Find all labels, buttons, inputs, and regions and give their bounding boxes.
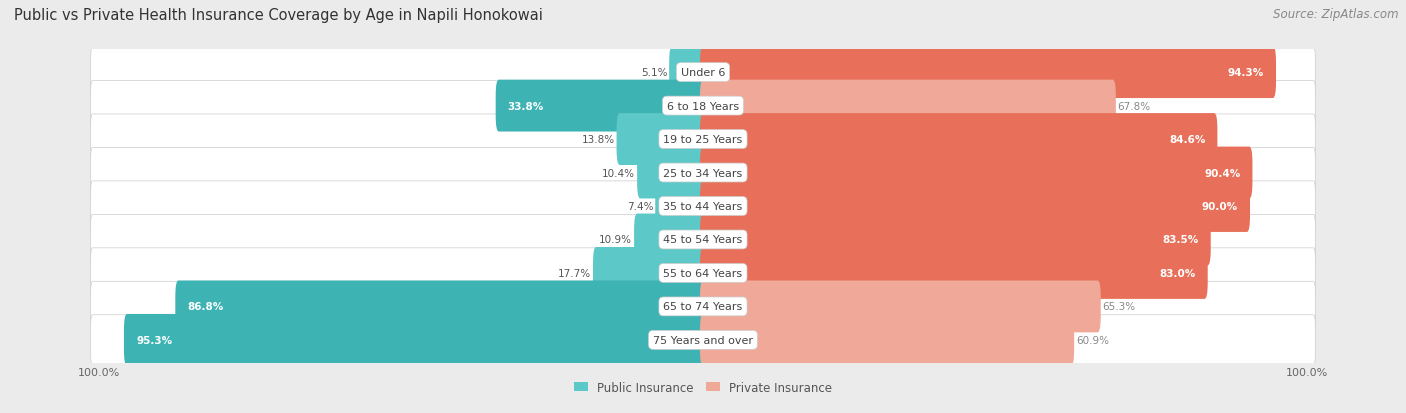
Legend: Public Insurance, Private Insurance: Public Insurance, Private Insurance (569, 376, 837, 399)
FancyBboxPatch shape (176, 281, 706, 332)
Text: 45 to 54 Years: 45 to 54 Years (664, 235, 742, 245)
Text: Under 6: Under 6 (681, 68, 725, 78)
FancyBboxPatch shape (91, 48, 1315, 98)
Text: 10.4%: 10.4% (602, 168, 636, 178)
Text: 65 to 74 Years: 65 to 74 Years (664, 301, 742, 312)
FancyBboxPatch shape (91, 148, 1315, 198)
FancyBboxPatch shape (124, 314, 706, 366)
Text: 33.8%: 33.8% (508, 101, 544, 112)
FancyBboxPatch shape (700, 281, 1101, 332)
FancyBboxPatch shape (617, 114, 706, 166)
FancyBboxPatch shape (593, 247, 706, 299)
Text: 60.9%: 60.9% (1076, 335, 1109, 345)
FancyBboxPatch shape (91, 115, 1315, 165)
FancyBboxPatch shape (91, 215, 1315, 265)
Text: 86.8%: 86.8% (187, 301, 224, 312)
FancyBboxPatch shape (700, 314, 1074, 366)
Text: 13.8%: 13.8% (582, 135, 614, 145)
Text: 25 to 34 Years: 25 to 34 Years (664, 168, 742, 178)
Text: 90.0%: 90.0% (1202, 202, 1237, 211)
FancyBboxPatch shape (700, 114, 1218, 166)
FancyBboxPatch shape (700, 147, 1253, 199)
Text: 19 to 25 Years: 19 to 25 Years (664, 135, 742, 145)
FancyBboxPatch shape (700, 247, 1208, 299)
Text: 90.4%: 90.4% (1204, 168, 1240, 178)
FancyBboxPatch shape (700, 81, 1116, 132)
Text: 67.8%: 67.8% (1118, 101, 1150, 112)
Text: 10.9%: 10.9% (599, 235, 633, 245)
Text: 83.0%: 83.0% (1160, 268, 1195, 278)
FancyBboxPatch shape (91, 282, 1315, 332)
Text: 94.3%: 94.3% (1227, 68, 1264, 78)
Text: 84.6%: 84.6% (1168, 135, 1205, 145)
FancyBboxPatch shape (700, 180, 1250, 233)
FancyBboxPatch shape (91, 81, 1315, 131)
FancyBboxPatch shape (655, 180, 706, 233)
Text: Source: ZipAtlas.com: Source: ZipAtlas.com (1274, 8, 1399, 21)
Text: 17.7%: 17.7% (558, 268, 591, 278)
FancyBboxPatch shape (496, 81, 706, 132)
FancyBboxPatch shape (91, 315, 1315, 365)
Text: 35 to 44 Years: 35 to 44 Years (664, 202, 742, 211)
FancyBboxPatch shape (91, 248, 1315, 298)
FancyBboxPatch shape (700, 214, 1211, 266)
Text: 95.3%: 95.3% (136, 335, 172, 345)
Text: 83.5%: 83.5% (1163, 235, 1199, 245)
FancyBboxPatch shape (700, 47, 1277, 99)
Text: 55 to 64 Years: 55 to 64 Years (664, 268, 742, 278)
Text: 75 Years and over: 75 Years and over (652, 335, 754, 345)
Text: 7.4%: 7.4% (627, 202, 654, 211)
FancyBboxPatch shape (634, 214, 706, 266)
FancyBboxPatch shape (91, 181, 1315, 232)
Text: 5.1%: 5.1% (641, 68, 668, 78)
FancyBboxPatch shape (637, 147, 706, 199)
FancyBboxPatch shape (669, 47, 706, 99)
Text: 65.3%: 65.3% (1102, 301, 1136, 312)
Text: Public vs Private Health Insurance Coverage by Age in Napili Honokowai: Public vs Private Health Insurance Cover… (14, 8, 543, 23)
Text: 6 to 18 Years: 6 to 18 Years (666, 101, 740, 112)
